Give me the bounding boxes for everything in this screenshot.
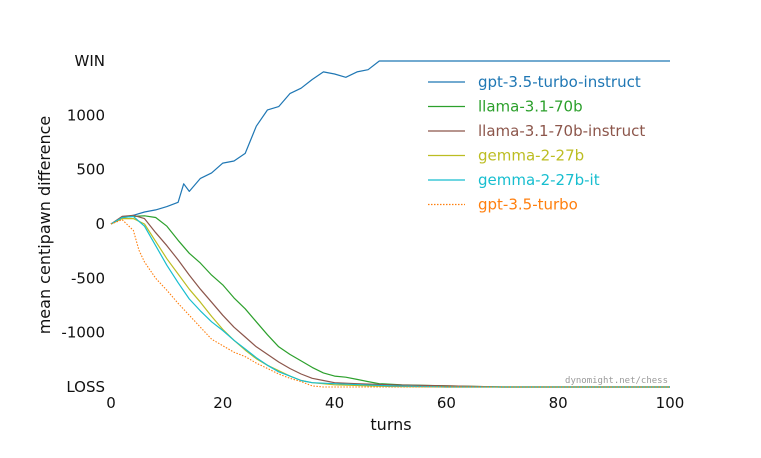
y-tick-label: WIN: [75, 52, 105, 70]
x-tick-label: 100: [656, 394, 685, 412]
watermark: dynomight.net/chess: [565, 376, 668, 386]
y-tick-label: 1000: [67, 106, 105, 124]
legend-label: gemma-2-27b: [478, 147, 584, 165]
series-line-llama-3.1-70b: [110, 215, 670, 388]
series-line-gpt-3.5-turbo: [110, 219, 670, 388]
x-tick-label: 80: [549, 394, 568, 412]
y-tick-label: 500: [76, 161, 105, 179]
legend-label: gpt-3.5-turbo: [478, 196, 578, 214]
series-line-gpt-3.5-turbo-instruct: [110, 60, 670, 225]
series-layer: [110, 60, 670, 388]
x-tick-label: 0: [106, 394, 116, 412]
y-axis-label: mean centipawn difference: [35, 116, 54, 335]
legend-label: llama-3.1-70b-instruct: [478, 122, 645, 140]
x-axis-label: turns: [370, 415, 411, 434]
y-tick-label: -500: [71, 269, 105, 287]
series-line-gemma-2-27b: [110, 218, 670, 388]
x-tick-label: 60: [437, 394, 456, 412]
legend: gpt-3.5-turbo-instruct llama-3.1-70b llama…: [428, 73, 645, 214]
series-line-gemma-2-27b-it: [110, 215, 670, 388]
x-axis-ticks: 0 20 40 60 80 100: [106, 394, 684, 412]
x-tick-label: 40: [325, 394, 344, 412]
y-tick-label: LOSS: [66, 378, 105, 396]
legend-label: gpt-3.5-turbo-instruct: [478, 73, 641, 91]
y-axis-ticks: WIN 1000 500 0 -500 -1000 LOSS: [61, 52, 105, 396]
series-line-llama-3.1-70b-instruct: [110, 214, 670, 388]
x-tick-label: 20: [213, 394, 232, 412]
legend-label: gemma-2-27b-it: [478, 171, 600, 189]
legend-label: llama-3.1-70b: [478, 98, 583, 116]
y-tick-label: -1000: [61, 324, 105, 342]
y-tick-label: 0: [95, 215, 105, 233]
